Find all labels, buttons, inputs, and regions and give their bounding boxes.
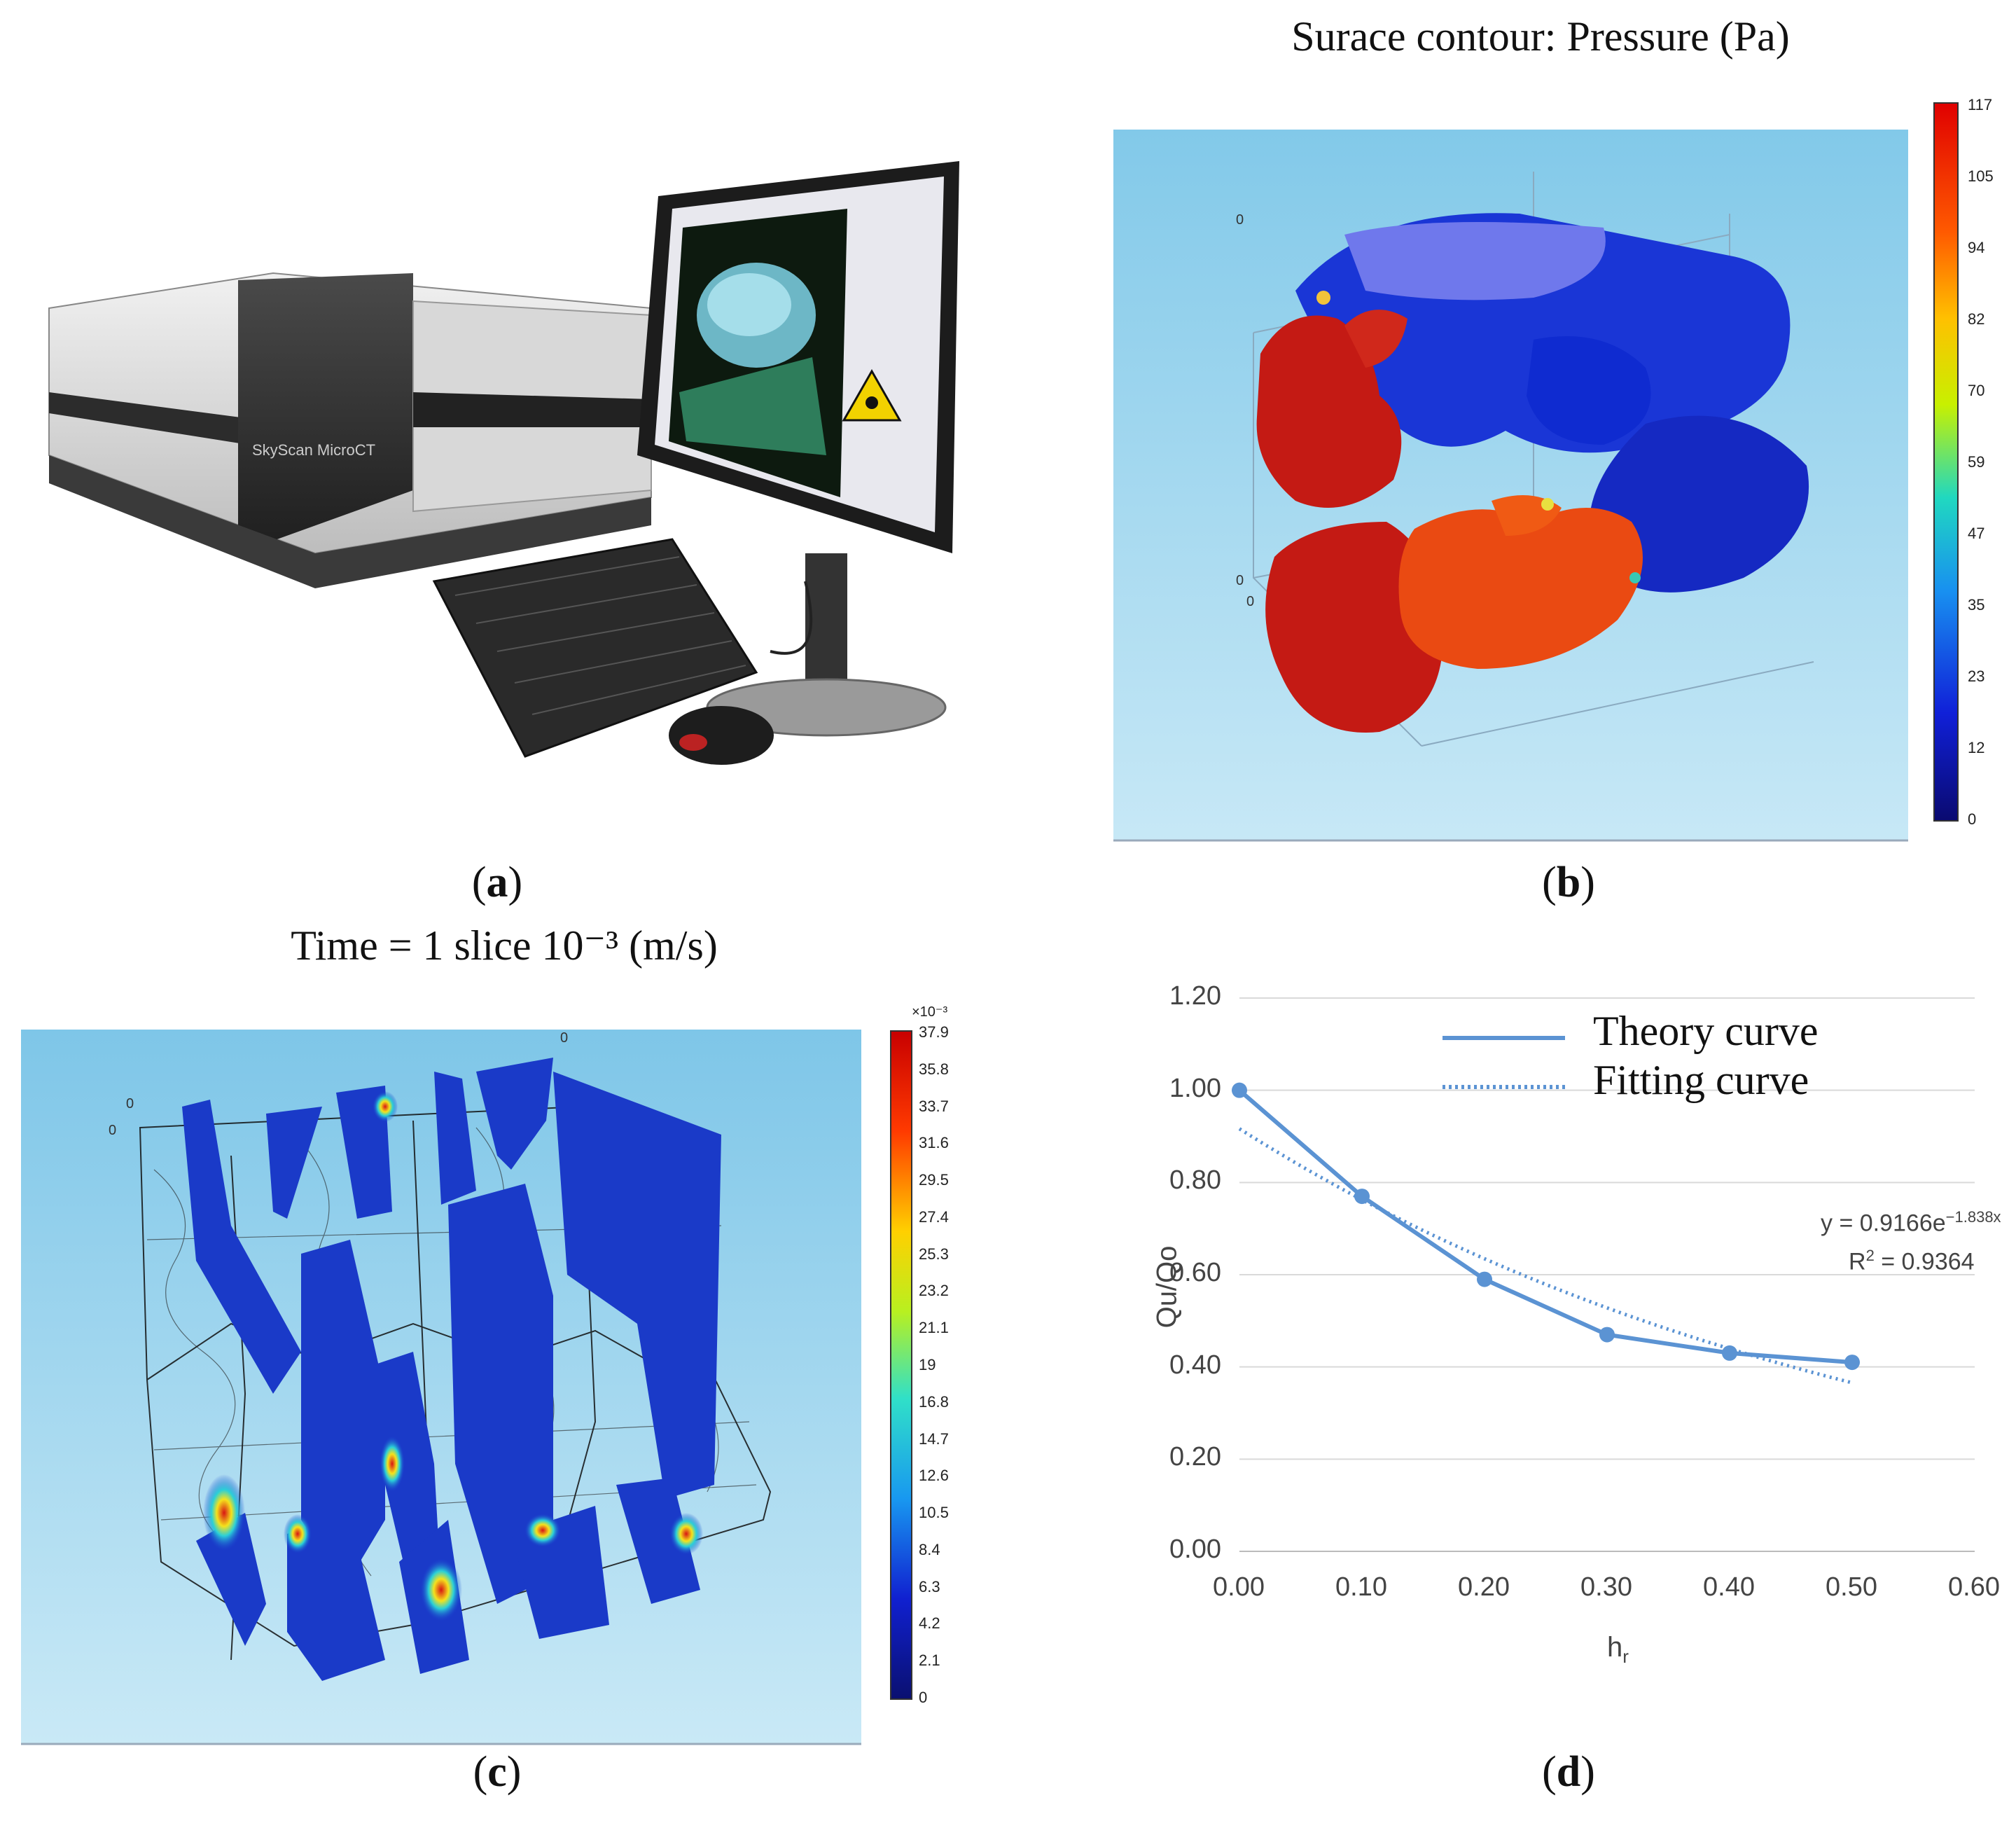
velocity-colorbar-tick-12: 12.6 bbox=[919, 1467, 949, 1485]
velocity-colorbar-tick-13: 10.5 bbox=[919, 1504, 949, 1522]
pressure-contour-render: 0 0 0 bbox=[1113, 130, 1908, 842]
y-tick-label: 0.80 bbox=[1169, 1165, 1221, 1196]
pressure-colorbar-tick-0: 117 bbox=[1968, 96, 1993, 113]
theory-curve-point bbox=[1477, 1271, 1492, 1287]
velocity-colorbar-tick-9: 19 bbox=[919, 1356, 936, 1373]
velocity-colorbar-tick-17: 2.1 bbox=[919, 1652, 940, 1670]
scanner-photo: SkyScan MicroCT bbox=[48, 161, 959, 765]
velocity-colorbar-tick-15: 6.3 bbox=[919, 1577, 940, 1595]
axis-mark-c-2: 0 bbox=[109, 1123, 116, 1138]
panel-b-title: Surace contour: Pressure (Pa) bbox=[1291, 13, 1790, 60]
discharge-ratio-chart bbox=[1232, 997, 1975, 1552]
fit-equation: y = 0.9166e−1.838x bbox=[1821, 1208, 2001, 1237]
fitting-curve-line bbox=[1238, 1127, 1853, 1385]
y-tick-label: 1.20 bbox=[1169, 981, 1221, 1011]
pressure-colorbar-tick-9: 12 bbox=[1968, 739, 1985, 756]
theory-curve-line bbox=[1238, 1088, 1853, 1365]
panel-d-label: (d) bbox=[1542, 1748, 1595, 1796]
legend-fitting-label: Fitting curve bbox=[1593, 1057, 1809, 1103]
x-tick-label: 0.40 bbox=[1703, 1572, 1755, 1602]
y-tick-label: 0.40 bbox=[1169, 1350, 1221, 1380]
pressure-colorbar bbox=[1933, 102, 1959, 822]
x-tick-label: 0.60 bbox=[1948, 1572, 2000, 1602]
axis-mark-b-3: 0 bbox=[1246, 594, 1254, 609]
velocity-colorbar-tick-4: 29.5 bbox=[919, 1171, 949, 1189]
velocity-colorbar-tick-8: 21.1 bbox=[919, 1319, 949, 1337]
svg-text:SkyScan MicroCT: SkyScan MicroCT bbox=[252, 441, 375, 459]
x-tick-label: 0.00 bbox=[1213, 1572, 1265, 1602]
legend-theory-label: Theory curve bbox=[1593, 1008, 1819, 1054]
theory-curve-point bbox=[1722, 1345, 1737, 1361]
theory-curve-point bbox=[1844, 1355, 1860, 1371]
velocity-colorbar-tick-7: 23.2 bbox=[919, 1282, 949, 1300]
pressure-colorbar-tick-2: 94 bbox=[1968, 239, 1985, 256]
velocity-colorbar-tick-0: 37.9 bbox=[919, 1023, 949, 1041]
velocity-colorbar-tick-5: 27.4 bbox=[919, 1207, 949, 1226]
pressure-colorbar-tick-6: 47 bbox=[1968, 525, 1985, 542]
chart-x-axis-title: hr bbox=[1607, 1632, 1629, 1667]
velocity-colorbar-tick-1: 35.8 bbox=[919, 1060, 949, 1078]
axis-mark-c-1: 0 bbox=[126, 1096, 134, 1112]
velocity-slice-render: 0 0 0 bbox=[21, 1030, 861, 1745]
velocity-colorbar-tick-10: 16.8 bbox=[919, 1392, 949, 1411]
pressure-colorbar-tick-7: 35 bbox=[1968, 596, 1985, 614]
panel-c-title: Time = 1 slice 10⁻³ (m/s) bbox=[291, 922, 718, 969]
velocity-colorbar-tick-2: 33.7 bbox=[919, 1097, 949, 1115]
axis-mark-c-3: 0 bbox=[560, 1030, 568, 1046]
velocity-colorbar-tick-11: 14.7 bbox=[919, 1429, 949, 1448]
x-tick-label: 0.50 bbox=[1826, 1572, 1877, 1602]
x-tick-label: 0.10 bbox=[1335, 1572, 1387, 1602]
x-tick-label: 0.20 bbox=[1458, 1572, 1510, 1602]
pressure-colorbar-tick-1: 105 bbox=[1968, 167, 1994, 185]
velocity-colorbar-tick-14: 8.4 bbox=[919, 1540, 940, 1558]
x-tick-label: 0.30 bbox=[1580, 1572, 1632, 1602]
pressure-colorbar-tick-3: 82 bbox=[1968, 310, 1985, 328]
panel-a-label: (a) bbox=[471, 859, 523, 906]
velocity-colorbar-tick-18: 0 bbox=[919, 1689, 928, 1706]
velocity-colorbar-exponent: ×10⁻³ bbox=[912, 1004, 948, 1020]
velocity-colorbar-tick-6: 25.3 bbox=[919, 1245, 949, 1263]
y-tick-label: 0.20 bbox=[1169, 1442, 1221, 1472]
y-tick-label: 1.00 bbox=[1169, 1073, 1221, 1103]
panel-b-label: (b) bbox=[1542, 859, 1595, 906]
pressure-colorbar-tick-8: 23 bbox=[1968, 667, 1985, 685]
y-tick-label: 0.60 bbox=[1169, 1258, 1221, 1287]
pressure-colorbar-tick-10: 0 bbox=[1968, 810, 1977, 828]
theory-curve-point bbox=[1232, 1082, 1247, 1098]
theory-curve-point bbox=[1599, 1327, 1615, 1343]
velocity-colorbar-tick-3: 31.6 bbox=[919, 1134, 949, 1152]
axis-mark-b-1: 0 bbox=[1236, 212, 1244, 228]
velocity-colorbar bbox=[890, 1030, 912, 1700]
pressure-colorbar-tick-4: 70 bbox=[1968, 382, 1985, 399]
legend-theory-swatch bbox=[1443, 1036, 1565, 1089]
panel-c-label: (c) bbox=[473, 1748, 522, 1796]
axis-mark-b-2: 0 bbox=[1236, 573, 1244, 588]
chart-y-axis-title: Qu/Qo bbox=[1151, 1245, 1183, 1329]
velocity-colorbar-tick-16: 4.2 bbox=[919, 1614, 940, 1633]
y-tick-label: 0.00 bbox=[1169, 1535, 1221, 1564]
theory-curve-point bbox=[1354, 1189, 1370, 1205]
fit-r-squared: R2 = 0.9364 bbox=[1849, 1247, 1975, 1275]
pressure-colorbar-tick-5: 59 bbox=[1968, 453, 1985, 471]
